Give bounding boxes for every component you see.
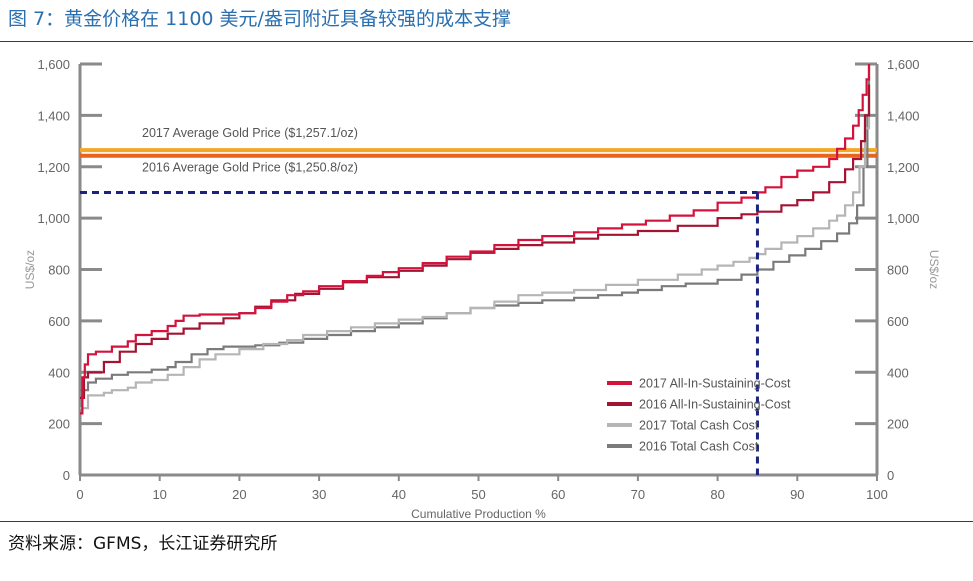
y-tick-label-right: 1,200: [887, 160, 920, 175]
y-tick-label-left: 400: [48, 365, 70, 380]
figure-source: 资料来源：GFMS，长江证券研究所: [8, 534, 278, 554]
legend-label-2: 2017 Total Cash Cost: [639, 419, 759, 433]
y-tick-label-left: 1,600: [37, 57, 70, 72]
series-line-2: [80, 89, 871, 410]
y-tick-label-right: 200: [887, 417, 909, 432]
series-lines: [80, 64, 871, 415]
y-tick-label-right: 800: [887, 263, 909, 278]
source-divider: [0, 521, 973, 522]
x-tick-label: 100: [866, 487, 888, 502]
y-tick-label-right: 400: [887, 365, 909, 380]
marker-dashed-lines: [80, 190, 759, 475]
y-tick-label-right: 1,600: [887, 57, 920, 72]
y-tick-label-left: 1,000: [37, 211, 70, 226]
y-tick-label-right: 1,000: [887, 211, 920, 226]
x-axis-title: Cumulative Production %: [411, 507, 546, 520]
legend-label-3: 2016 Total Cash Cost: [639, 440, 759, 454]
y-tick-label-left: 600: [48, 314, 70, 329]
series-line-3: [80, 64, 871, 392]
x-tick-label: 20: [232, 487, 246, 502]
series-line-0: [80, 64, 871, 415]
figure-title: 图 7：黄金价格在 1100 美元/盎司附近具备较强的成本支撑: [8, 8, 511, 30]
title-divider: [0, 41, 973, 42]
legend-label-1: 2016 All-In-Sustaining-Cost: [639, 398, 791, 412]
x-tick-label: 60: [551, 487, 565, 502]
legend: 2017 All-In-Sustaining-Cost 2016 All-In-S…: [607, 377, 791, 454]
y-tick-label-right: 0: [887, 468, 894, 483]
gold-price-label-0: 2017 Average Gold Price ($1,257.1/oz): [142, 126, 358, 140]
gold-price-lines: 2017 Average Gold Price ($1,257.1/oz) 201…: [80, 126, 877, 175]
x-tick-label: 70: [631, 487, 645, 502]
y-tick-label-right: 1,400: [887, 108, 920, 123]
y-axis-title-right: US$/oz: [927, 250, 941, 289]
x-tick-label: 30: [312, 487, 326, 502]
x-tick-label: 50: [471, 487, 485, 502]
x-tick-label: 90: [790, 487, 804, 502]
y-tick-label-left: 200: [48, 417, 70, 432]
x-tick-label: 0: [76, 487, 83, 502]
legend-label-0: 2017 All-In-Sustaining-Cost: [639, 377, 791, 391]
y-tick-label-left: 0: [63, 468, 70, 483]
y-axis-title-left: US$/oz: [23, 250, 37, 289]
x-tick-label: 40: [392, 487, 406, 502]
y-tick-label-left: 1,400: [37, 108, 70, 123]
y-tick-label-left: 800: [48, 263, 70, 278]
gold-price-label-1: 2016 Average Gold Price ($1,250.8/oz): [142, 161, 358, 175]
y-tick-label-right: 600: [887, 314, 909, 329]
x-tick-label: 80: [710, 487, 724, 502]
y-tick-label-left: 1,200: [37, 160, 70, 175]
x-tick-label: 10: [152, 487, 166, 502]
